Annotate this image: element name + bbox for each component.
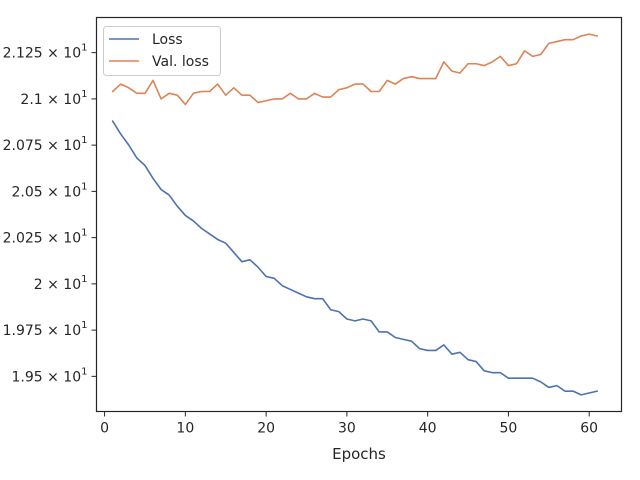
x-tick-label: 20 [257, 421, 275, 437]
x-tick-label: 30 [338, 421, 356, 437]
series-line-1 [111, 33, 599, 106]
legend-label-val-loss: Val. loss [152, 54, 209, 70]
y-tick-label: 2.025 × 101 [3, 228, 88, 247]
series-line-0 [111, 120, 599, 396]
plot-lines [111, 33, 599, 396]
x-axis-label: Epochs [332, 445, 386, 463]
y-tick-label: 2.125 × 101 [3, 43, 88, 62]
y-tick-label: 2.05 × 101 [12, 181, 88, 200]
x-tick-label: 50 [500, 421, 518, 437]
x-tick-label: 10 [176, 421, 194, 437]
y-tick-label: 2 × 101 [34, 274, 88, 293]
legend: Loss Val. loss [103, 26, 221, 76]
x-tick-label: 60 [580, 421, 598, 437]
y-tick-label: 2.075 × 101 [3, 135, 88, 154]
x-tick-label: 40 [419, 421, 437, 437]
y-tick-label: 1.975 × 101 [3, 320, 88, 339]
axis-ticks: 0 10 20 30 40 50 60 1.95 × 101 1.975 × 101 2 × 10… [3, 43, 599, 437]
legend-label-loss: Loss [152, 32, 183, 48]
y-tick-label: 2.1 × 101 [20, 89, 87, 108]
y-tick-label: 1.95 × 101 [12, 366, 88, 385]
x-tick-label: 0 [100, 421, 109, 437]
plot-frame [95, 16, 623, 413]
